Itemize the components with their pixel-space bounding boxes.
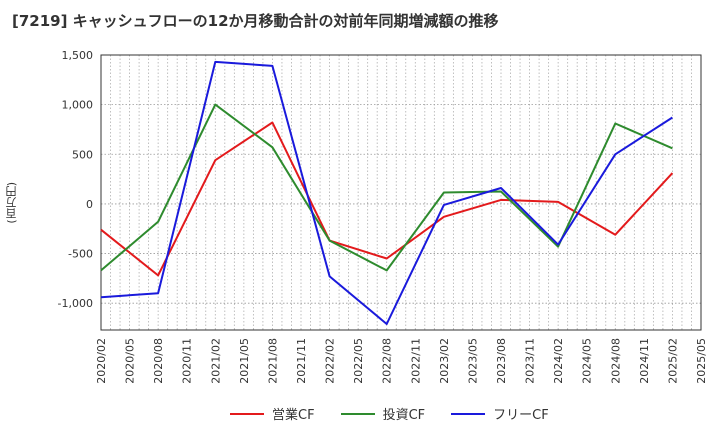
y-tick-label: 1,500 bbox=[62, 49, 94, 62]
x-tick-label: 2022/02 bbox=[324, 338, 337, 384]
series-line-1 bbox=[100, 103, 673, 272]
y-tick-label: 1,000 bbox=[62, 99, 94, 112]
x-tick-label: 2021/02 bbox=[209, 338, 222, 384]
y-tick-label: -1,000 bbox=[58, 297, 93, 310]
legend-label-investing-cf: 投資CF bbox=[382, 408, 426, 423]
legend-swatch-operating-cf bbox=[230, 412, 264, 415]
x-tick-label: 2023/08 bbox=[495, 338, 508, 384]
x-tick-label: 2021/11 bbox=[295, 338, 308, 384]
y-tick-label: 0 bbox=[86, 198, 93, 211]
plot-area bbox=[101, 55, 701, 330]
y-tick-label: -500 bbox=[68, 248, 93, 261]
chart-title: [7219] キャッシュフローの12か月移動合計の対前年同期増減額の推移 bbox=[12, 12, 499, 30]
x-tick-label: 2020/08 bbox=[152, 338, 165, 384]
x-tick-label: 2024/05 bbox=[581, 338, 594, 384]
y-tick-label: 500 bbox=[72, 148, 93, 161]
x-tick-label: 2023/05 bbox=[466, 338, 479, 384]
legend-item-free-cf: フリーCF bbox=[451, 404, 549, 423]
x-tick-label: 2020/05 bbox=[124, 338, 137, 384]
x-tick-label: 2023/11 bbox=[524, 338, 537, 384]
series-line-2 bbox=[100, 60, 673, 325]
legend-label-free-cf: フリーCF bbox=[493, 408, 549, 423]
legend-swatch-investing-cf bbox=[340, 412, 375, 415]
x-tick-label: 2024/08 bbox=[609, 338, 622, 384]
x-tick-label: 2021/08 bbox=[266, 338, 279, 384]
plot-frame bbox=[100, 54, 702, 331]
x-tick-label: 2022/11 bbox=[409, 338, 422, 384]
legend-item-operating-cf: 営業CF bbox=[230, 404, 315, 423]
x-tick-label: 2023/02 bbox=[438, 338, 451, 384]
x-tick-label: 2022/08 bbox=[381, 338, 394, 384]
x-tick-label: 2020/02 bbox=[95, 338, 108, 384]
x-tick-label: 2022/05 bbox=[352, 338, 365, 384]
x-tick-label: 2020/11 bbox=[181, 338, 194, 384]
x-tick-label: 2025/05 bbox=[695, 338, 708, 384]
x-tick-label: 2025/02 bbox=[666, 338, 679, 384]
x-tick-label: 2024/02 bbox=[552, 338, 565, 384]
legend: 営業CF 投資CF フリーCF bbox=[230, 404, 549, 423]
legend-label-operating-cf: 営業CF bbox=[272, 408, 315, 423]
x-tick-label: 2021/05 bbox=[238, 338, 251, 384]
legend-item-investing-cf: 投資CF bbox=[340, 404, 426, 423]
legend-swatch-free-cf bbox=[451, 412, 486, 415]
x-tick-label: 2024/11 bbox=[638, 338, 651, 384]
